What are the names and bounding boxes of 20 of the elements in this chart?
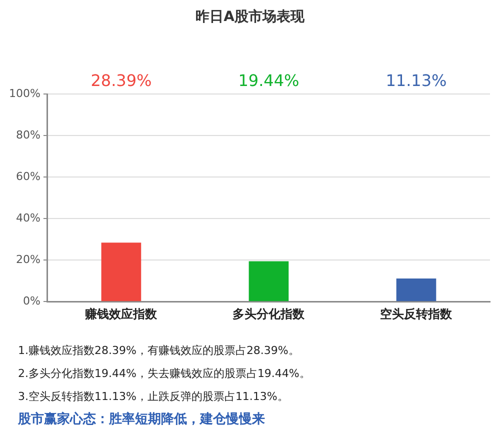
y-tick-label: 0% [22, 294, 40, 308]
text: 股市赢家心态：胜率短期降低，建仓慢慢来 [18, 411, 266, 429]
y-tick-label: 40% [16, 211, 40, 224]
y-tick-label: 80% [16, 128, 40, 142]
text: 1.赚钱效应指数28.39%，有赚钱效应的股票占28.39%。 [18, 343, 300, 359]
x-tick-label: 赚钱效应指数 [84, 306, 158, 321]
y-tick-label: 20% [16, 252, 40, 266]
chart-title: 昨日A股市场表现 [194, 8, 306, 26]
text: 19.44% [238, 71, 300, 90]
y-tick-label: 60% [16, 170, 40, 183]
y-tick-label: 100% [8, 86, 40, 100]
text: 2.多头分化指数19.44%，失去赚钱效应的股票占19.44%。 [18, 366, 312, 382]
bar [248, 261, 289, 302]
x-tick-label: 空头反转指数 [380, 306, 454, 321]
text: 11.13% [386, 71, 447, 90]
text: 3.空头反转指数11.13%，止跌反弹的股票占11.13%。 [18, 389, 290, 405]
text: 28.39% [90, 71, 152, 90]
bar [101, 242, 142, 302]
x-tick-label: 多头分化指数 [232, 306, 306, 321]
bar [396, 278, 436, 302]
